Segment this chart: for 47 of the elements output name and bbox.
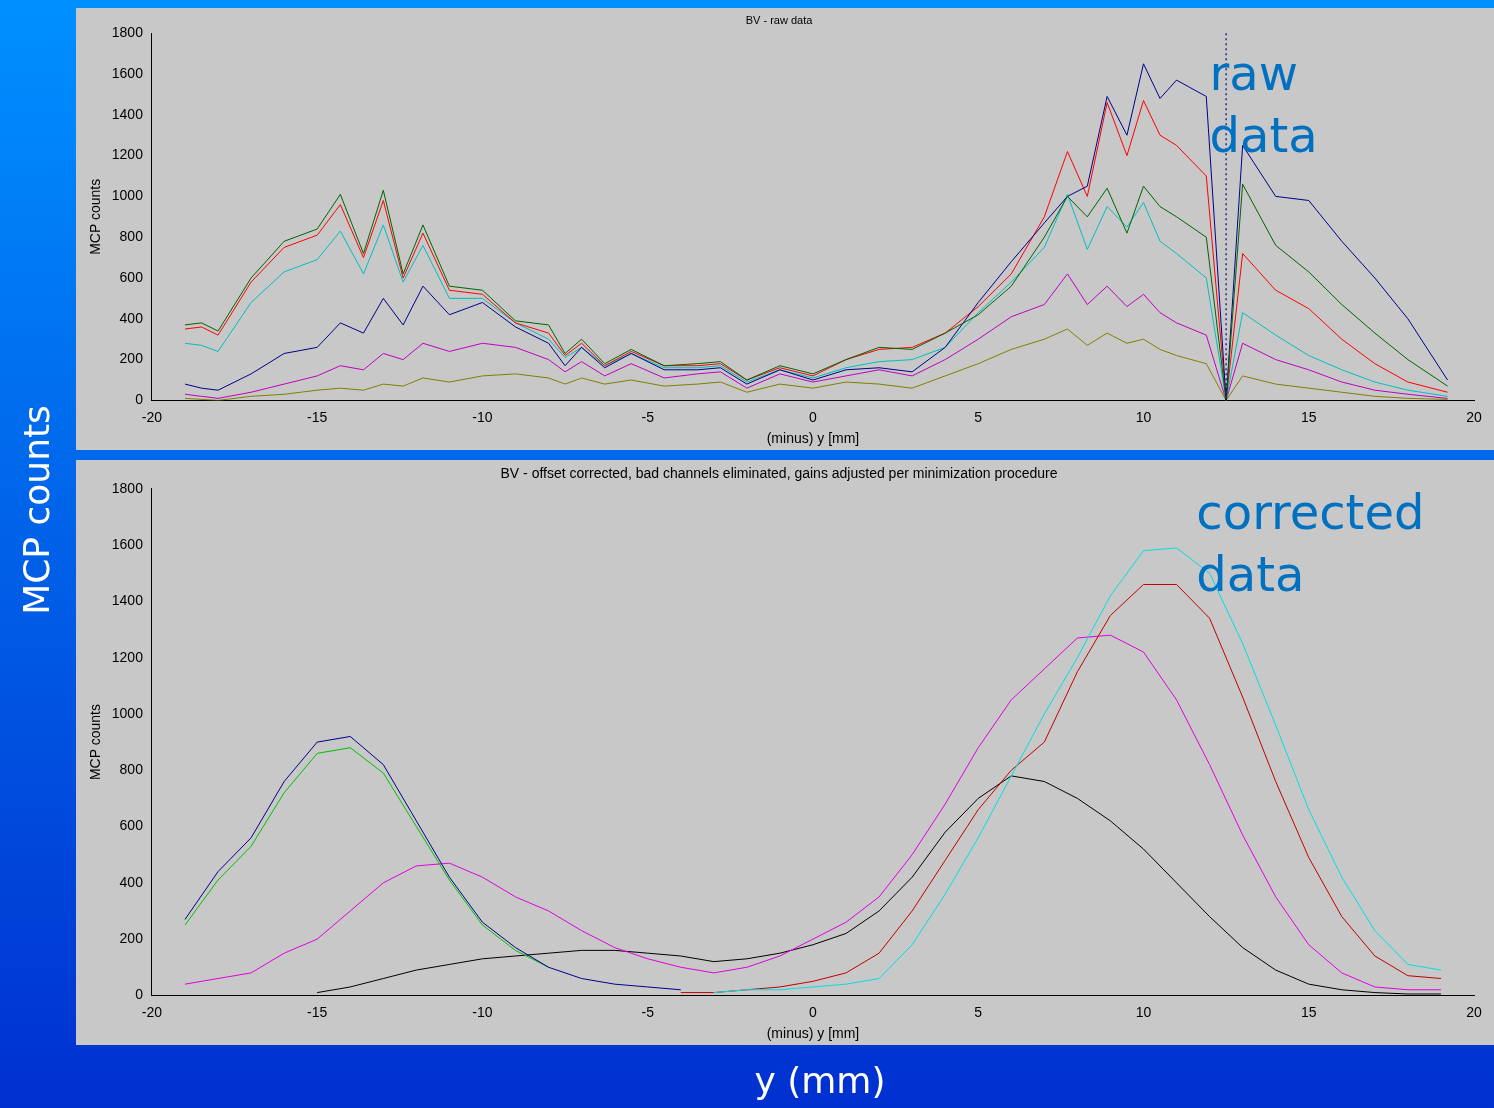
y-tick-label: 1600 xyxy=(111,64,144,81)
y-tick-label: 1800 xyxy=(111,24,144,41)
chart-title: BV - raw data xyxy=(745,13,814,26)
y-tick-label: 200 xyxy=(119,929,144,946)
y-tick-label: 1200 xyxy=(111,648,144,665)
y-tick-label: 1000 xyxy=(111,187,144,204)
y-tick-label: 1200 xyxy=(111,146,144,163)
x-tick-label: -20 xyxy=(141,408,163,425)
y-tick-label: 0 xyxy=(135,391,144,408)
x-axis-title: (minus) y [mm] xyxy=(766,1025,860,1042)
y-axis-title: MCP counts xyxy=(87,178,104,255)
y-tick-label: 1400 xyxy=(111,105,144,122)
text: MCP counts xyxy=(15,405,57,615)
x-tick-label: -5 xyxy=(641,1003,655,1020)
y-tick-label: 1600 xyxy=(111,535,144,552)
y-tick-label: 600 xyxy=(119,268,144,285)
y-axis-title: MCP counts xyxy=(87,704,104,781)
y-tick-label: 0 xyxy=(135,986,144,1003)
y-tick-label: 800 xyxy=(119,761,144,778)
x-axis-title: (minus) y [mm] xyxy=(766,430,860,447)
x-tick-label: -15 xyxy=(307,408,328,425)
x-tick-label: 15 xyxy=(1300,408,1317,425)
y-tick-label: 400 xyxy=(119,873,144,890)
y-tick-label: 1800 xyxy=(111,479,144,496)
x-tick-label: 15 xyxy=(1300,1003,1317,1020)
chart-title: BV - offset corrected, bad channels eliminated, gains adjusted per minimization procedure xyxy=(500,465,1058,482)
x-tick-label: 20 xyxy=(1466,408,1482,425)
annotation: raw data xyxy=(1209,44,1318,163)
x-tick-label: -5 xyxy=(641,408,655,425)
x-tick-label: -20 xyxy=(141,1003,163,1020)
x-tick-label: 0 xyxy=(809,1003,818,1020)
y-tick-label: 200 xyxy=(119,350,144,367)
x-tick-label: 0 xyxy=(809,408,818,425)
x-tick-label: 5 xyxy=(974,408,983,425)
y-tick-label: 400 xyxy=(119,309,144,326)
x-tick-label: 10 xyxy=(1135,408,1152,425)
y-tick-label: 600 xyxy=(119,817,144,834)
y-tick-label: 1000 xyxy=(111,704,144,721)
x-tick-label: 10 xyxy=(1135,1003,1152,1020)
x-tick-label: -15 xyxy=(307,1003,328,1020)
x-tick-label: -10 xyxy=(472,408,493,425)
x-tick-label: 5 xyxy=(974,1003,983,1020)
y-tick-label: 1400 xyxy=(111,592,144,609)
text: y (mm) xyxy=(753,1060,887,1101)
y-tick-label: 800 xyxy=(119,228,144,245)
x-tick-label: -10 xyxy=(472,1003,493,1020)
x-tick-label: 20 xyxy=(1466,1003,1482,1020)
